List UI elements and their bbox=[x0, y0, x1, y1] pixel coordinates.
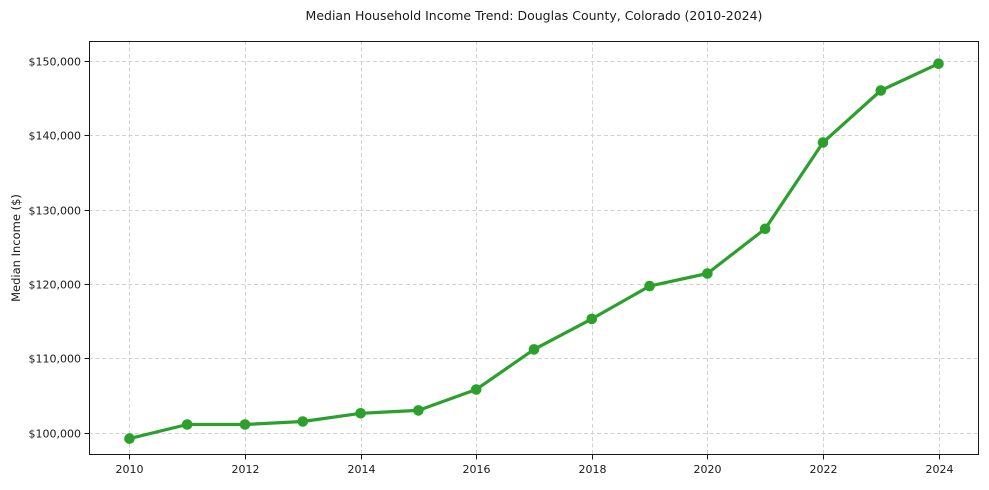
x-tick-label-2010: 2010 bbox=[116, 463, 144, 476]
y-tick-label-120000: $120,000 bbox=[29, 279, 82, 292]
y-tick-label-110000: $110,000 bbox=[29, 353, 82, 366]
trend-line bbox=[127, 62, 941, 441]
data-point-2022 bbox=[817, 137, 829, 148]
chart-title: Median Household Income Trend: Douglas C… bbox=[305, 8, 763, 23]
data-point-2019 bbox=[644, 280, 655, 292]
y-tick-label-150000: $150,000 bbox=[29, 56, 82, 69]
data-point-2014 bbox=[355, 408, 366, 419]
x-tick-label-2012: 2012 bbox=[232, 463, 260, 476]
data-point-2010 bbox=[124, 433, 135, 444]
data-point-2015 bbox=[413, 405, 424, 416]
data-point-2018 bbox=[586, 313, 598, 325]
y-tick-label-130000: $130,000 bbox=[29, 205, 82, 218]
data-point-2013 bbox=[297, 416, 309, 427]
data-point-2011 bbox=[181, 419, 193, 430]
data-point-2024 bbox=[933, 58, 944, 69]
x-tick-label-2016: 2016 bbox=[463, 463, 491, 476]
data-point-2020 bbox=[702, 268, 713, 279]
data-point-2012 bbox=[239, 419, 251, 430]
x-tick-label-2024: 2024 bbox=[926, 463, 954, 476]
y-tick-label-140000: $140,000 bbox=[29, 130, 82, 143]
data-point-2016 bbox=[470, 384, 482, 395]
data-point-2021 bbox=[759, 223, 771, 235]
x-tick-label-2020: 2020 bbox=[694, 463, 722, 476]
y-tick-label-100000: $100,000 bbox=[29, 428, 82, 441]
x-tick-label-2014: 2014 bbox=[348, 463, 376, 476]
data-point-2017 bbox=[528, 344, 540, 355]
plot-border bbox=[89, 41, 979, 455]
x-tick-label-2022: 2022 bbox=[810, 463, 838, 476]
x-tick-label-2018: 2018 bbox=[579, 463, 607, 476]
data-point-2023 bbox=[875, 85, 887, 96]
